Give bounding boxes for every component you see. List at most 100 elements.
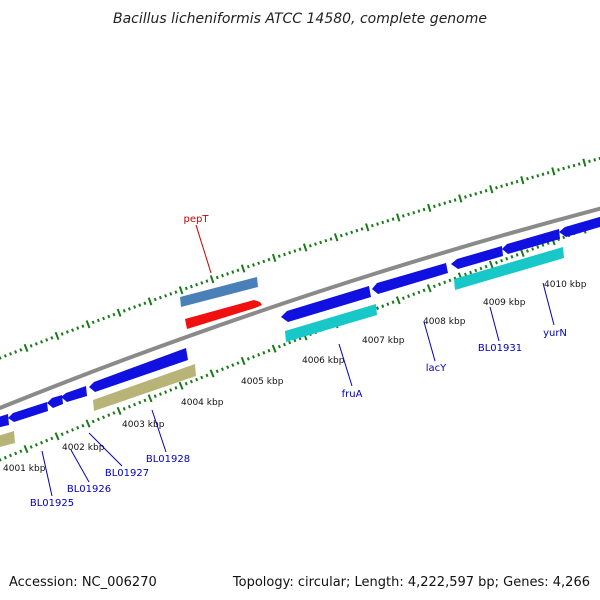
minor-tick [34,443,38,447]
minor-tick [541,243,545,247]
gene-label-BL01925[interactable]: BL01925 [30,498,74,509]
minor-tick [231,363,235,367]
gene-pepT-red[interactable] [185,300,262,329]
gene-label-BL01927[interactable]: BL01927 [105,468,149,479]
minor-tick [60,432,64,436]
major-tick [489,185,494,194]
gene-label-lacY[interactable]: lacY [426,363,447,374]
minor-tick [122,309,126,313]
minor-tick [308,244,312,248]
kbp-label: 4006 kbp [302,356,345,366]
gene-blue-7[interactable] [451,246,503,269]
minor-tick [562,235,566,240]
reverse-strand-genes [0,214,600,448]
minor-tick [184,381,188,386]
gene-cyan-1[interactable] [285,304,377,342]
gene-olive-1[interactable] [0,431,15,448]
minor-tick [293,249,297,253]
minor-tick [479,266,483,271]
gene-blue-1[interactable] [0,414,9,428]
gene-labels: pepT BL01925 BL01926 BL01927 BL01928 fru… [30,214,567,509]
minor-tick [588,159,591,163]
minor-tick [515,253,519,257]
gene-fruA-blue[interactable] [281,286,371,322]
minor-tick [158,392,162,396]
major-tick [147,297,153,306]
minor-tick [417,209,421,213]
major-tick [116,406,122,415]
minor-tick [283,252,286,257]
leader-fruA [338,343,353,387]
gene-cyan-2[interactable] [454,247,564,290]
gene-label-pepT[interactable]: pepT [184,214,210,225]
gene-blue-2[interactable] [8,402,48,422]
minor-tick [8,453,13,458]
minor-tick [96,318,100,323]
minor-tick [236,268,240,273]
gene-blue-5[interactable] [89,348,188,392]
minor-tick [505,182,509,187]
minor-tick [562,166,565,171]
minor-tick [510,181,514,185]
minor-tick [29,445,33,449]
major-tick [519,248,525,257]
gene-label-BL01928[interactable]: BL01928 [146,454,190,465]
major-tick [365,223,370,232]
minor-tick [391,217,395,221]
gene-label-BL01926[interactable]: BL01926 [67,484,111,495]
minor-tick [376,222,379,226]
minor-tick [174,386,178,390]
gene-label-BL01931[interactable]: BL01931 [478,343,522,354]
minor-tick [282,342,286,347]
minor-tick [479,190,483,195]
minor-tick [76,326,80,330]
minor-tick [76,426,80,430]
minor-tick [14,451,18,456]
minor-tick [541,172,545,176]
minor-tick [484,264,488,269]
minor-tick [81,423,85,428]
minor-tick [246,264,250,269]
minor-tick [448,199,452,204]
gene-blue-8[interactable] [502,229,560,254]
minor-tick [3,455,7,460]
gene-blue-3[interactable] [47,395,63,408]
gene-label-fruA[interactable]: fruA [342,389,363,400]
minor-tick [29,344,33,348]
minor-tick [60,332,64,336]
gene-blue-9[interactable] [559,214,600,237]
minor-tick [0,458,2,462]
gene-blue-6[interactable] [372,263,448,294]
minor-tick [153,297,157,302]
gene-label-yurN[interactable]: yurN [543,328,567,339]
minor-tick [189,379,193,384]
minor-tick [463,272,467,277]
major-tick [427,203,432,212]
minor-tick [422,288,426,293]
minor-tick [494,260,498,265]
minor-tick [257,261,261,265]
minor-tick [515,179,519,184]
kbp-label: 4005 kbp [241,377,284,387]
major-tick [54,432,60,441]
minor-tick [412,210,416,215]
minor-tick [433,204,436,209]
leader-lacY [423,321,436,362]
major-tick [488,260,494,269]
minor-tick [102,316,106,321]
gene-blue-4[interactable] [61,386,87,402]
accession-text: Accession: NC_006270 [9,575,157,590]
minor-tick [484,189,488,193]
major-tick [85,419,91,428]
minor-tick [19,449,23,453]
minor-tick [112,411,116,415]
major-tick [333,233,339,242]
minor-tick [71,328,75,332]
minor-tick [339,233,343,238]
gene-olive-2[interactable] [93,364,196,411]
minor-tick [288,250,292,255]
gene-steel[interactable] [180,277,258,307]
minor-tick [464,195,467,199]
